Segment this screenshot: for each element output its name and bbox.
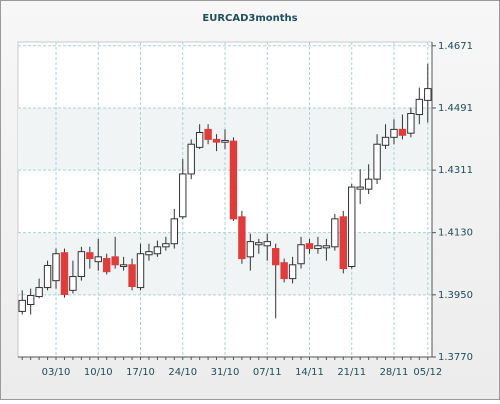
x-tick-label: 31/10: [211, 367, 240, 378]
candle-body: [246, 241, 255, 258]
y-tick-label: 1.4671: [438, 41, 473, 52]
x-tick-label: 28/11: [380, 367, 409, 378]
x-tick-label: 14/11: [295, 367, 324, 378]
candle-body: [204, 128, 212, 140]
candle-body: [297, 244, 305, 265]
candle-body: [145, 251, 153, 256]
y-tick-label: 1.4130: [438, 228, 473, 239]
x-tick-label: 21/11: [337, 367, 366, 378]
candle-body: [331, 218, 339, 248]
x-tick-label: 17/10: [126, 367, 155, 378]
candle-body: [111, 256, 119, 266]
candle-body: [128, 264, 136, 288]
candle-body: [94, 256, 102, 263]
candle-body: [322, 245, 331, 249]
candle-body: [52, 253, 60, 282]
y-tick-label: 1.3770: [438, 352, 473, 363]
candle-body: [364, 178, 373, 190]
candle-body: [255, 242, 263, 246]
candle-body: [43, 264, 52, 289]
x-tick-label: 05/12: [413, 367, 442, 378]
x-tick-label: 03/10: [42, 367, 71, 378]
candle-body: [356, 186, 364, 190]
candle-body: [238, 216, 246, 260]
candle-body: [271, 248, 280, 266]
candle-body: [280, 262, 288, 280]
candle-body: [170, 218, 179, 245]
candle-body: [221, 139, 229, 143]
candle-body: [381, 136, 390, 146]
y-tick-label: 1.4311: [438, 165, 473, 176]
candle-body: [103, 258, 111, 273]
candle-body: [26, 295, 35, 306]
candle-body: [229, 140, 238, 220]
candle-body: [398, 128, 407, 136]
candle-body: [424, 88, 432, 101]
candle-body: [179, 173, 187, 218]
candle-body: [305, 243, 314, 250]
candle-body: [86, 252, 94, 260]
x-tick-label: 07/11: [253, 367, 282, 378]
x-tick-label: 24/10: [168, 367, 197, 378]
y-tick-label: 1.4491: [438, 103, 473, 114]
candle-body: [187, 143, 195, 175]
candle-body: [288, 264, 297, 280]
candle-body: [77, 251, 86, 278]
candle-body: [119, 264, 128, 268]
candle-body: [195, 131, 204, 148]
candle-body: [407, 112, 415, 134]
x-tick-label: 10/10: [84, 367, 113, 378]
candle-body: [415, 98, 424, 116]
candle-body: [339, 216, 347, 270]
candle-body: [18, 299, 26, 312]
candle-body: [35, 287, 43, 298]
candle-body: [263, 241, 271, 247]
candle-body: [136, 253, 145, 289]
candle-body: [314, 245, 322, 250]
candle-body: [212, 138, 221, 143]
candle-body: [69, 276, 77, 291]
candle-body: [153, 246, 162, 255]
candle-body: [60, 252, 69, 295]
y-tick-label: 1.3950: [438, 290, 473, 301]
candle-body: [373, 143, 381, 180]
chart-title: EURCAD3months: [202, 13, 297, 24]
candle-body: [390, 128, 398, 138]
candle-body: [162, 243, 170, 248]
candle-body: [348, 186, 356, 268]
